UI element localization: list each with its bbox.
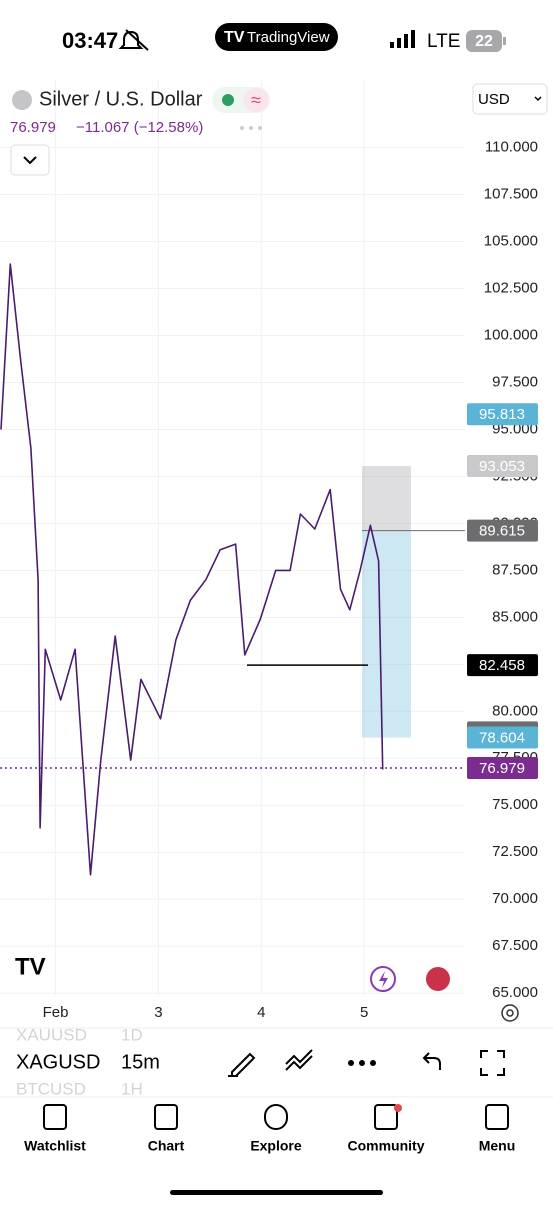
symbol-list: XAUUSD 1D XAGUSD 15m BTCUSD 1H — [16, 1025, 160, 1098]
battery-tip — [503, 37, 506, 45]
price-label-box — [467, 519, 538, 542]
currency: USD — [478, 91, 510, 108]
x-tick-label: Feb — [43, 1004, 69, 1021]
symbol-icon — [12, 90, 32, 110]
market-open-dot — [222, 94, 234, 106]
indicators-tool[interactable] — [285, 1049, 313, 1071]
fullscreen-tool[interactable] — [480, 1050, 505, 1076]
home-indicator — [170, 1190, 383, 1195]
price-label-box — [467, 726, 538, 749]
notification-dot — [394, 1104, 402, 1112]
chevron — [23, 156, 37, 165]
price-label: 76.979 — [479, 760, 525, 777]
flash-button[interactable] — [370, 966, 396, 992]
flash-icon — [379, 971, 388, 988]
currency-select[interactable] — [472, 83, 548, 115]
price-label-box — [467, 757, 538, 780]
symbol[interactable]: XAGUSD — [16, 1051, 100, 1073]
x-tick-label: 5 — [360, 1004, 368, 1021]
app-name: TradingView — [247, 29, 330, 46]
tab-label[interactable]: Watchlist — [24, 1138, 86, 1154]
x-tick-label: 3 — [154, 1004, 162, 1021]
price-label: 82.458 — [479, 657, 525, 674]
symbol-name[interactable]: Silver / U.S. Dollar — [39, 88, 203, 110]
y-tick-label: 110.000 — [485, 139, 538, 156]
y-tick-label: 80.000 — [492, 702, 538, 719]
y-tick-label: 67.500 — [492, 937, 538, 954]
select-caret — [534, 96, 542, 102]
y-tick-label: 87.500 — [492, 561, 538, 578]
price-label: 95.813 — [479, 406, 525, 423]
y-tick-label: 72.500 — [492, 843, 538, 860]
y-tick-label: 100.000 — [484, 326, 538, 343]
tab-icon — [485, 1104, 509, 1130]
y-tick-label: 70.000 — [492, 890, 538, 907]
undo-tool[interactable] — [422, 1052, 441, 1070]
chart: 65.00067.50070.00072.50075.00077.50080.0… — [0, 80, 538, 1021]
signal-icon — [390, 30, 415, 48]
tab-icon — [264, 1104, 288, 1130]
tab-bar: Watchlist Chart Explore Community Menu — [24, 1104, 515, 1154]
battery-level: 22 — [475, 33, 493, 50]
tab-icon — [154, 1104, 178, 1130]
last-price: 76.979 — [10, 119, 56, 136]
interval[interactable]: 15m — [121, 1051, 160, 1073]
price-label: 78.604 — [479, 729, 525, 746]
target-zone — [362, 530, 411, 738]
app-pill — [215, 23, 338, 51]
tab-icon — [374, 1104, 398, 1130]
tab-label[interactable]: Explore — [250, 1138, 302, 1154]
interval[interactable]: 1D — [121, 1025, 143, 1044]
mute-icon — [118, 29, 149, 51]
stop-zone — [362, 466, 411, 531]
draw-tool[interactable] — [228, 1052, 256, 1077]
y-tick-label: 105.000 — [484, 233, 538, 250]
wave-badge — [243, 88, 269, 112]
dots — [240, 126, 262, 130]
price-label: 93.053 — [479, 458, 525, 475]
y-tick-label: 102.500 — [484, 280, 538, 297]
tv-logo: TV — [224, 29, 245, 46]
price-line — [0, 263, 384, 876]
tab-label[interactable]: Menu — [479, 1138, 516, 1154]
y-tick-label: 97.500 — [492, 373, 538, 390]
tab-label[interactable]: Chart — [148, 1138, 185, 1154]
more-tool[interactable] — [348, 1060, 376, 1066]
price-label: 89.615 — [479, 523, 525, 540]
y-tick-label: 65.000 — [492, 984, 538, 1001]
y-tick-label: 107.500 — [484, 186, 538, 203]
symbol[interactable]: XAUUSD — [16, 1025, 87, 1044]
y-tick-label: 85.000 — [492, 608, 538, 625]
tab-icon — [43, 1104, 67, 1130]
tv-watermark: TV — [15, 953, 46, 980]
wave-icon: ≈ — [251, 90, 261, 110]
price-change: −11.067 (−12.58%) — [76, 119, 203, 136]
collapse-button[interactable] — [10, 144, 50, 176]
interval[interactable]: 1H — [121, 1079, 143, 1098]
price-label-box — [467, 455, 538, 478]
y-tick-label: 75.000 — [492, 796, 538, 813]
network: LTE — [427, 31, 460, 52]
tab-label[interactable]: Community — [348, 1138, 425, 1154]
battery — [466, 30, 502, 52]
price-label-box — [467, 403, 538, 426]
x-tick-label: 4 — [257, 1004, 265, 1021]
price-label-box — [467, 654, 538, 677]
settings-icon[interactable] — [501, 1004, 519, 1022]
flag-button[interactable] — [426, 967, 450, 991]
clock: 03:47 — [62, 28, 118, 53]
symbol[interactable]: BTCUSD — [16, 1079, 86, 1098]
